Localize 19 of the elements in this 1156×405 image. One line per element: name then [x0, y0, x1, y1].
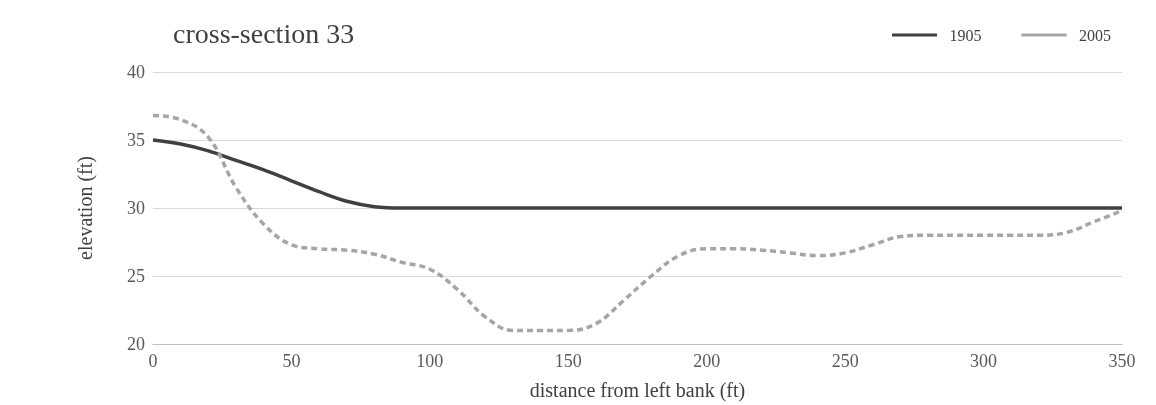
- y-tick-label: 35: [127, 130, 145, 150]
- x-tick-label: 50: [282, 351, 301, 371]
- x-tick-label: 350: [1108, 351, 1136, 371]
- y-tick-label: 30: [127, 198, 145, 218]
- line-series: [151, 138, 1124, 210]
- y-tick-label: 25: [127, 266, 145, 286]
- x-tick-label: 0: [148, 351, 158, 371]
- x-axis-title: distance from left bank (ft): [529, 379, 746, 402]
- x-tick-label: 100: [416, 351, 444, 371]
- y-tick-label: 40: [127, 62, 145, 82]
- chart-title: cross-section 33: [173, 17, 355, 49]
- x-tick-label: 250: [831, 351, 859, 371]
- legend-label: 2005: [1079, 26, 1111, 44]
- y-axis-title: elevation (ft): [74, 156, 97, 260]
- x-tick-label: 300: [970, 351, 998, 371]
- x-tick-label: 150: [554, 351, 582, 371]
- y-tick-label: 20: [127, 334, 145, 354]
- x-tick-label: 200: [693, 351, 721, 371]
- legend-label: 1905: [949, 26, 982, 44]
